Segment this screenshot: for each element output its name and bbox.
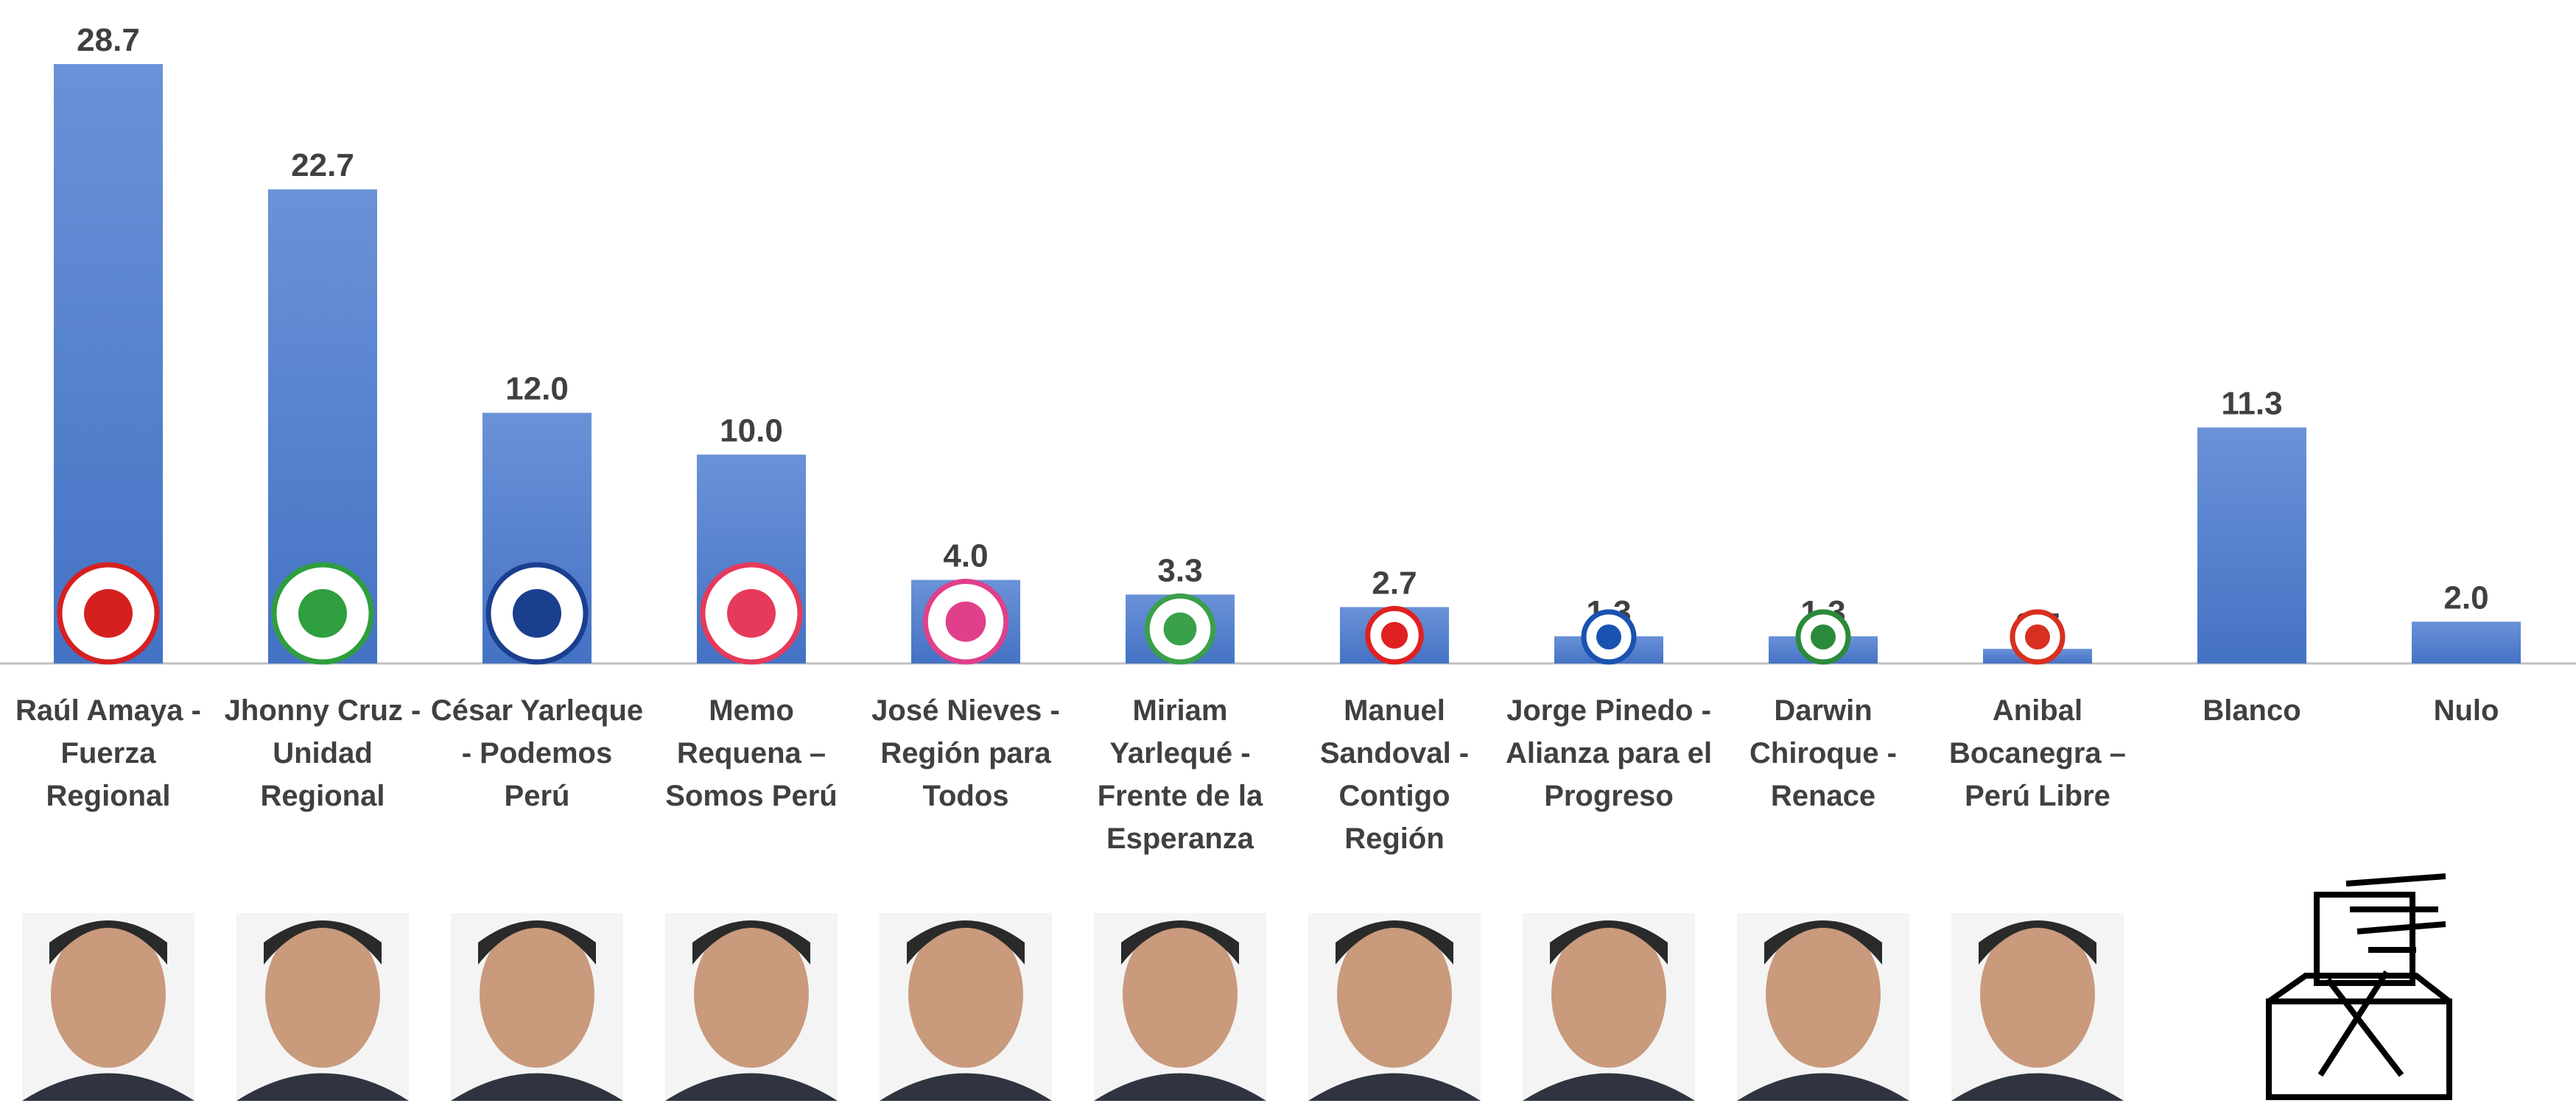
candidate-photo	[880, 913, 1052, 1101]
candidate-photo	[236, 913, 409, 1101]
party-logo	[1144, 593, 1216, 665]
candidate-photo	[22, 913, 194, 1101]
category-label: Anibal Bocanegra – Perú Libre	[1948, 694, 2127, 812]
category-label: Jhonny Cruz - Unidad Regional	[224, 694, 421, 812]
value-label: 2.7	[1372, 565, 1417, 601]
category-label: Blanco	[2203, 694, 2301, 727]
party-logo	[1795, 609, 1851, 665]
party-logo	[57, 562, 160, 665]
value-label: 28.7	[77, 22, 140, 58]
value-label: 12.0	[505, 371, 569, 407]
bar	[2197, 427, 2306, 663]
candidate-photo	[1308, 913, 1481, 1101]
category-label: Darwin Chiroque - Renace	[1749, 694, 1897, 812]
value-label: 11.3	[2221, 386, 2282, 422]
party-logo	[2010, 609, 2066, 665]
value-label: 3.3	[1157, 552, 1202, 588]
candidate-photo	[451, 913, 623, 1101]
category-label: Manuel Sandoval - Contigo Región	[1319, 694, 1470, 855]
party-logo	[271, 562, 374, 665]
value-label: 2.0	[2443, 580, 2488, 616]
party-logo	[1581, 609, 1637, 665]
category-label: Nulo	[2433, 694, 2499, 727]
candidate-photo	[1523, 913, 1695, 1101]
ballot-icon	[2266, 873, 2452, 1100]
category-label: Miriam Yarlequé - Frente de la Esperanza	[1097, 694, 1263, 855]
candidate-photo	[665, 913, 838, 1101]
value-label: 22.7	[291, 147, 354, 183]
category-label: César Yarleque - Podemos Perú	[430, 694, 644, 812]
candidate-photo	[1737, 913, 1909, 1101]
category-label: Jorge Pinedo - Alianza para el Progreso	[1505, 694, 1713, 812]
category-label: José Nieves - Región para Todos	[871, 694, 1060, 812]
candidate-photo	[1094, 913, 1266, 1101]
bar	[2412, 621, 2521, 663]
party-logo	[1365, 605, 1424, 665]
value-label: 10.0	[720, 412, 783, 448]
party-logo	[922, 579, 1009, 665]
party-logo	[485, 562, 589, 665]
value-label: 4.0	[943, 538, 988, 574]
candidate-photo	[1951, 913, 2124, 1101]
category-label: Memo Requena – Somos Perú	[665, 694, 838, 812]
party-logo	[700, 562, 803, 665]
category-label: Raúl Amaya - Fuerza Regional	[15, 694, 201, 812]
